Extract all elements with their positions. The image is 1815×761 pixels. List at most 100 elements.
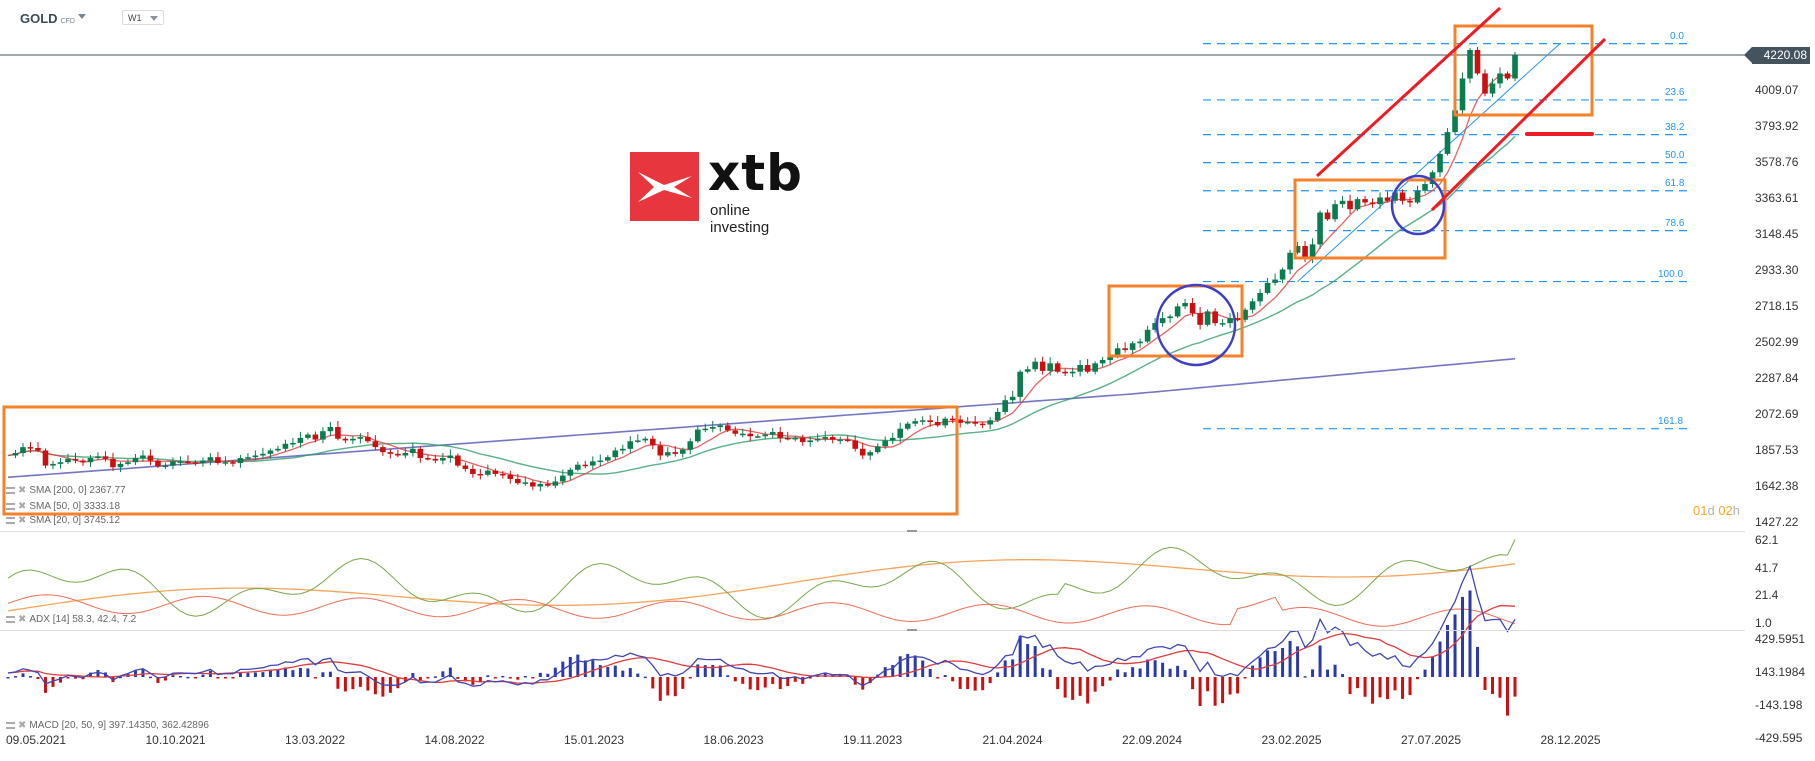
macd-histogram-bar: [1341, 674, 1345, 677]
candle-body: [762, 434, 769, 437]
candle-body: [642, 438, 649, 441]
resize-handle[interactable]: [907, 530, 917, 532]
price-axis-label: 1642.38: [1755, 479, 1799, 493]
settings-icon[interactable]: [6, 516, 15, 524]
candle-body: [649, 438, 656, 446]
panel-divider[interactable]: [0, 630, 1745, 631]
macd-histogram-bar: [201, 674, 205, 677]
candle-body: [402, 452, 409, 456]
macd-histogram-bar: [1168, 668, 1172, 677]
close-icon[interactable]: ✖: [18, 515, 27, 526]
candle-body: [672, 452, 679, 454]
candle-body: [192, 462, 199, 464]
candle-body: [425, 458, 431, 460]
macd-axis-label: 429.5951: [1755, 632, 1806, 646]
macd-histogram-bar: [981, 677, 985, 691]
candle-body: [792, 437, 799, 440]
candle-body: [395, 453, 401, 456]
candle-body: [207, 457, 214, 461]
price-axis-label: 4009.07: [1755, 83, 1799, 97]
settings-icon[interactable]: [6, 502, 15, 510]
macd-histogram-bar: [1363, 677, 1367, 697]
macd-histogram-bar: [6, 677, 10, 679]
macd-histogram-bar: [958, 677, 962, 689]
candle-body: [1489, 83, 1496, 94]
adx-axis-label: 62.1: [1755, 533, 1779, 547]
macd-histogram-bar: [1176, 665, 1180, 677]
adx-axis-label: 1.0: [1755, 615, 1772, 630]
candle-body: [777, 432, 784, 438]
candle-body: [927, 420, 933, 422]
macd-histogram-bar: [1333, 664, 1337, 677]
close-icon[interactable]: ✖: [18, 501, 27, 512]
candle-body: [709, 427, 716, 429]
panel-divider[interactable]: [0, 531, 1745, 532]
candle-body: [994, 411, 1001, 421]
macd-histogram-bar: [1041, 668, 1045, 677]
candle-body: [72, 458, 79, 461]
macd-histogram-bar: [1446, 625, 1450, 677]
macd-histogram-bar: [178, 675, 182, 678]
candle-body: [417, 448, 424, 459]
macd-histogram-bar: [643, 676, 647, 679]
macd-histogram-bar: [486, 675, 490, 677]
macd-histogram-bar: [1438, 641, 1442, 677]
macd-histogram-bar: [1033, 646, 1037, 677]
close-icon[interactable]: ✖: [18, 485, 27, 496]
candle-body: [1002, 400, 1008, 412]
candle-body: [1459, 78, 1466, 111]
candle-body: [1392, 192, 1398, 201]
macd-histogram-bar: [988, 677, 992, 684]
macd-histogram-bar: [1476, 646, 1480, 677]
candle-body: [987, 420, 993, 425]
candle-body: [1144, 329, 1151, 342]
candle-body: [1167, 316, 1173, 319]
symbol-selector[interactable]: GOLD CFD: [20, 11, 75, 26]
candle-countdown: 01d 02h: [1693, 503, 1741, 518]
candle-body: [237, 458, 244, 464]
macd-histogram-bar: [193, 677, 197, 679]
candle-body: [297, 437, 304, 443]
macd-histogram-bar: [591, 660, 595, 677]
candle-body: [177, 461, 184, 463]
macd-histogram-bar: [1281, 647, 1285, 677]
macd-histogram-bar: [1431, 657, 1435, 677]
close-icon[interactable]: ✖: [18, 720, 27, 731]
macd-histogram-bar: [343, 677, 347, 692]
candle-body: [1474, 49, 1481, 74]
candle-body: [829, 437, 836, 440]
macd-histogram-bar: [141, 668, 145, 677]
macd-histogram-bar: [523, 676, 527, 678]
macd-histogram-bar: [793, 677, 797, 682]
settings-icon[interactable]: [6, 615, 15, 623]
candle-body: [784, 437, 791, 440]
candle-body: [80, 460, 86, 463]
candle-body: [275, 448, 281, 451]
resize-handle[interactable]: [907, 629, 917, 631]
timeframe-select[interactable]: W1: [122, 10, 164, 25]
candle-body: [125, 462, 131, 464]
macd-histogram-bar: [1491, 677, 1495, 694]
macd-histogram-bar: [928, 669, 932, 677]
candle-body: [1467, 49, 1473, 79]
macd-histogram-bar: [1011, 659, 1015, 677]
symbol-name: GOLD: [20, 11, 58, 26]
candle-body: [387, 452, 394, 454]
candle-body: [230, 462, 236, 464]
macd-histogram-bar: [1093, 677, 1097, 692]
candle-body: [1512, 55, 1518, 79]
macd-histogram-bar: [1063, 677, 1067, 698]
candle-body: [305, 434, 311, 438]
candle-body: [724, 425, 731, 431]
candle-body: [117, 463, 124, 468]
macd-histogram-bar: [358, 677, 362, 687]
settings-icon[interactable]: [6, 721, 15, 729]
candle-body: [1047, 363, 1053, 371]
settings-icon[interactable]: [6, 486, 15, 494]
close-icon[interactable]: ✖: [18, 614, 27, 625]
highlight-circle: [1390, 174, 1446, 236]
symbol-dropdown-icon[interactable]: [78, 14, 86, 19]
fibonacci-level-label: 100.0: [1658, 268, 1684, 280]
macd-histogram-bar: [276, 669, 280, 677]
